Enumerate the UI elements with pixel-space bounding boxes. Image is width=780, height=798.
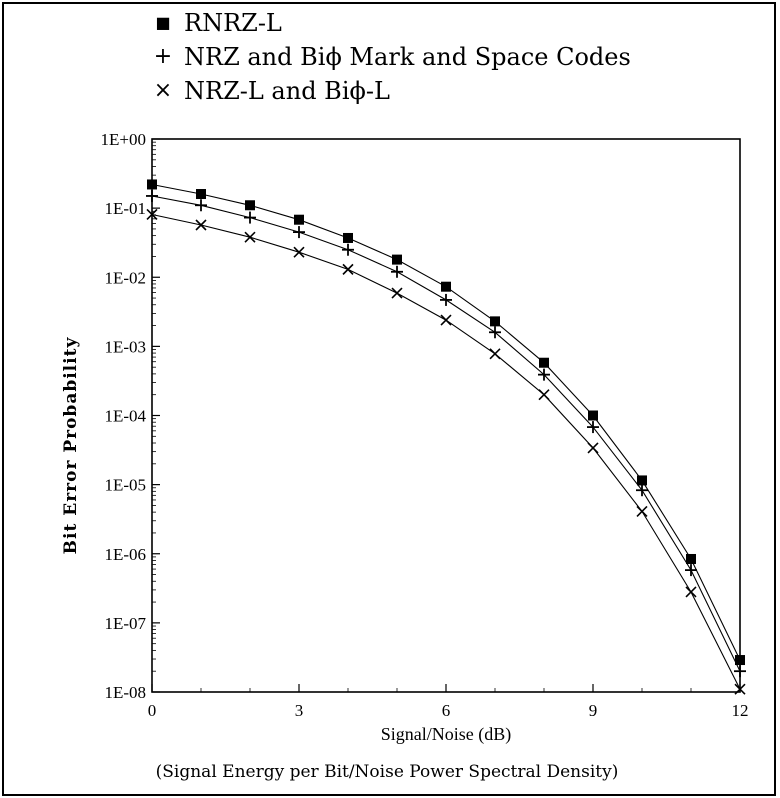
y-axis-title: Bit Error Probability — [61, 337, 81, 555]
cross-b — [146, 208, 158, 221]
square-data-point — [637, 475, 647, 486]
plus-data-point — [146, 189, 158, 202]
cross-b — [293, 246, 305, 258]
legend-entry-nrz-l-biphase-l: × NRZ-L and Biϕ-L — [150, 74, 631, 108]
plot-area: 1E+00 1E-01 1E-02 1E-03 1E-04 1E-05 1E-06 1E-07… — [101, 130, 749, 720]
plus-data-point — [636, 484, 648, 497]
square-data-point — [539, 357, 549, 368]
square-data-point — [441, 281, 451, 292]
cross-b — [342, 263, 354, 275]
plus-data-point — [293, 226, 305, 239]
cross-data-point — [587, 442, 599, 454]
square-data-point — [147, 179, 157, 190]
plus-data-point — [734, 665, 746, 678]
legend-entry-rnrz-l: ■ RNRZ-L — [150, 6, 631, 40]
cross-b — [244, 231, 256, 243]
y-tick-label: 1E-08 — [104, 683, 146, 702]
cross-b — [538, 389, 550, 401]
plus-data-point — [440, 293, 452, 306]
legend: ■ RNRZ-L + NRZ and Biϕ Mark and Space Co… — [150, 6, 631, 108]
legend-label: NRZ-L and Biϕ-L — [184, 77, 390, 105]
plus-marker-icon: + — [153, 44, 173, 69]
plus-data-point — [195, 199, 207, 212]
square-data-point — [294, 214, 304, 225]
cross-b — [489, 348, 501, 360]
square-data-point — [245, 200, 255, 211]
cross-data-point — [685, 586, 697, 598]
y-tick-label: 1E-05 — [104, 476, 146, 495]
footnote: (Signal Energy per Bit/Noise Power Spect… — [155, 762, 619, 782]
plus-data-point — [244, 211, 256, 224]
cross-data-point — [195, 219, 207, 231]
cross-data-point — [538, 389, 550, 401]
cross-data-point — [293, 246, 305, 258]
x-tick-label: 6 — [442, 701, 451, 720]
series-cross — [146, 208, 746, 695]
cross-b — [391, 287, 403, 299]
cross-marker-icon: × — [153, 78, 173, 103]
x-tick-label: 9 — [589, 701, 598, 720]
square-data-point — [343, 232, 353, 243]
y-tick-label: 1E-01 — [104, 199, 146, 218]
cross-b — [636, 505, 648, 517]
plus-data-point — [587, 421, 599, 434]
cross-data-point — [734, 683, 746, 695]
y-tick-label: 1E-02 — [104, 268, 146, 287]
plus-data-point — [342, 243, 354, 256]
square-marker-icon: ■ — [155, 13, 171, 32]
cross-b — [195, 219, 207, 231]
x-tick-label: 3 — [295, 701, 304, 720]
y-tick-label: 1E-03 — [104, 337, 146, 356]
cross-data-point — [146, 208, 158, 221]
y-tick-label: 1E-04 — [104, 407, 146, 426]
series-square — [147, 179, 745, 666]
cross-data-point — [342, 263, 354, 275]
legend-label: RNRZ-L — [184, 9, 282, 37]
cross-data-point — [391, 287, 403, 299]
plus-data-point — [391, 265, 403, 278]
square-data-point — [392, 254, 402, 265]
plus-data-point — [685, 564, 697, 577]
cross-data-point — [244, 231, 256, 243]
y-tick-label: 1E-06 — [104, 545, 146, 564]
legend-entry-nrz-mark-space: + NRZ and Biϕ Mark and Space Codes — [150, 40, 631, 74]
square-data-point — [686, 553, 696, 564]
cross-data-point — [636, 505, 648, 517]
cross-b — [734, 683, 746, 695]
square-data-point — [588, 410, 598, 421]
square-data-point — [196, 189, 206, 200]
series-plus — [146, 189, 746, 678]
series-line — [151, 195, 741, 672]
square-data-point — [735, 655, 745, 666]
cross-data-point — [440, 314, 452, 326]
x-axis-title: Signal/Noise (dB) — [381, 724, 512, 745]
y-tick-label: 1E-07 — [104, 614, 146, 633]
plus-data-point — [538, 368, 550, 381]
cross-data-point — [489, 348, 501, 360]
x-tick-label: 0 — [148, 701, 157, 720]
series-layer — [146, 179, 746, 695]
plus-data-point — [489, 326, 501, 339]
x-tick-label: 12 — [732, 701, 749, 720]
cross-b — [440, 314, 452, 326]
plot-border — [151, 138, 741, 693]
series-line — [151, 183, 741, 661]
cross-b — [587, 442, 599, 454]
square-data-point — [490, 316, 500, 327]
legend-label: NRZ and Biϕ Mark and Space Codes — [184, 43, 631, 71]
y-tick-label: 1E+00 — [101, 130, 146, 149]
cross-b — [685, 586, 697, 598]
